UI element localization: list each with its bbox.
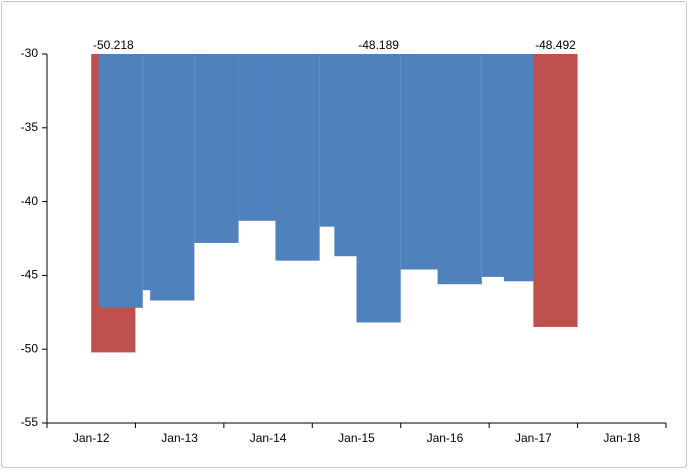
bar: [356, 54, 401, 323]
y-tick-label: -55: [21, 415, 39, 429]
y-tick-label: -45: [21, 268, 39, 282]
data-label: -50.218: [93, 38, 134, 52]
data-label: -48.189: [358, 38, 399, 52]
y-tick-label: -35: [21, 120, 39, 134]
x-tick-label: Jan-17: [515, 431, 552, 445]
x-tick-label: Jan-14: [250, 431, 287, 445]
x-tick-label: Jan-12: [73, 431, 110, 445]
x-tick-label: Jan-13: [161, 431, 198, 445]
bar: [150, 54, 195, 301]
bar: [275, 54, 320, 261]
x-tick-label: Jan-16: [427, 431, 464, 445]
bar: [437, 54, 482, 285]
data-label: -48.492: [535, 38, 576, 52]
y-tick-label: -30: [21, 46, 39, 60]
bar: [194, 54, 239, 243]
axes: -50.218 -48.189 -48.492 -55 -50 -45 -40 -35 -30 J…: [21, 38, 667, 445]
bar: [98, 54, 143, 308]
y-tick-label: -50: [21, 341, 39, 355]
x-tick-label: Jan-15: [338, 431, 375, 445]
bars: [91, 54, 578, 353]
y-tick-label: -40: [21, 194, 39, 208]
bar: [533, 54, 578, 327]
x-tick-label: Jan-18: [603, 431, 640, 445]
